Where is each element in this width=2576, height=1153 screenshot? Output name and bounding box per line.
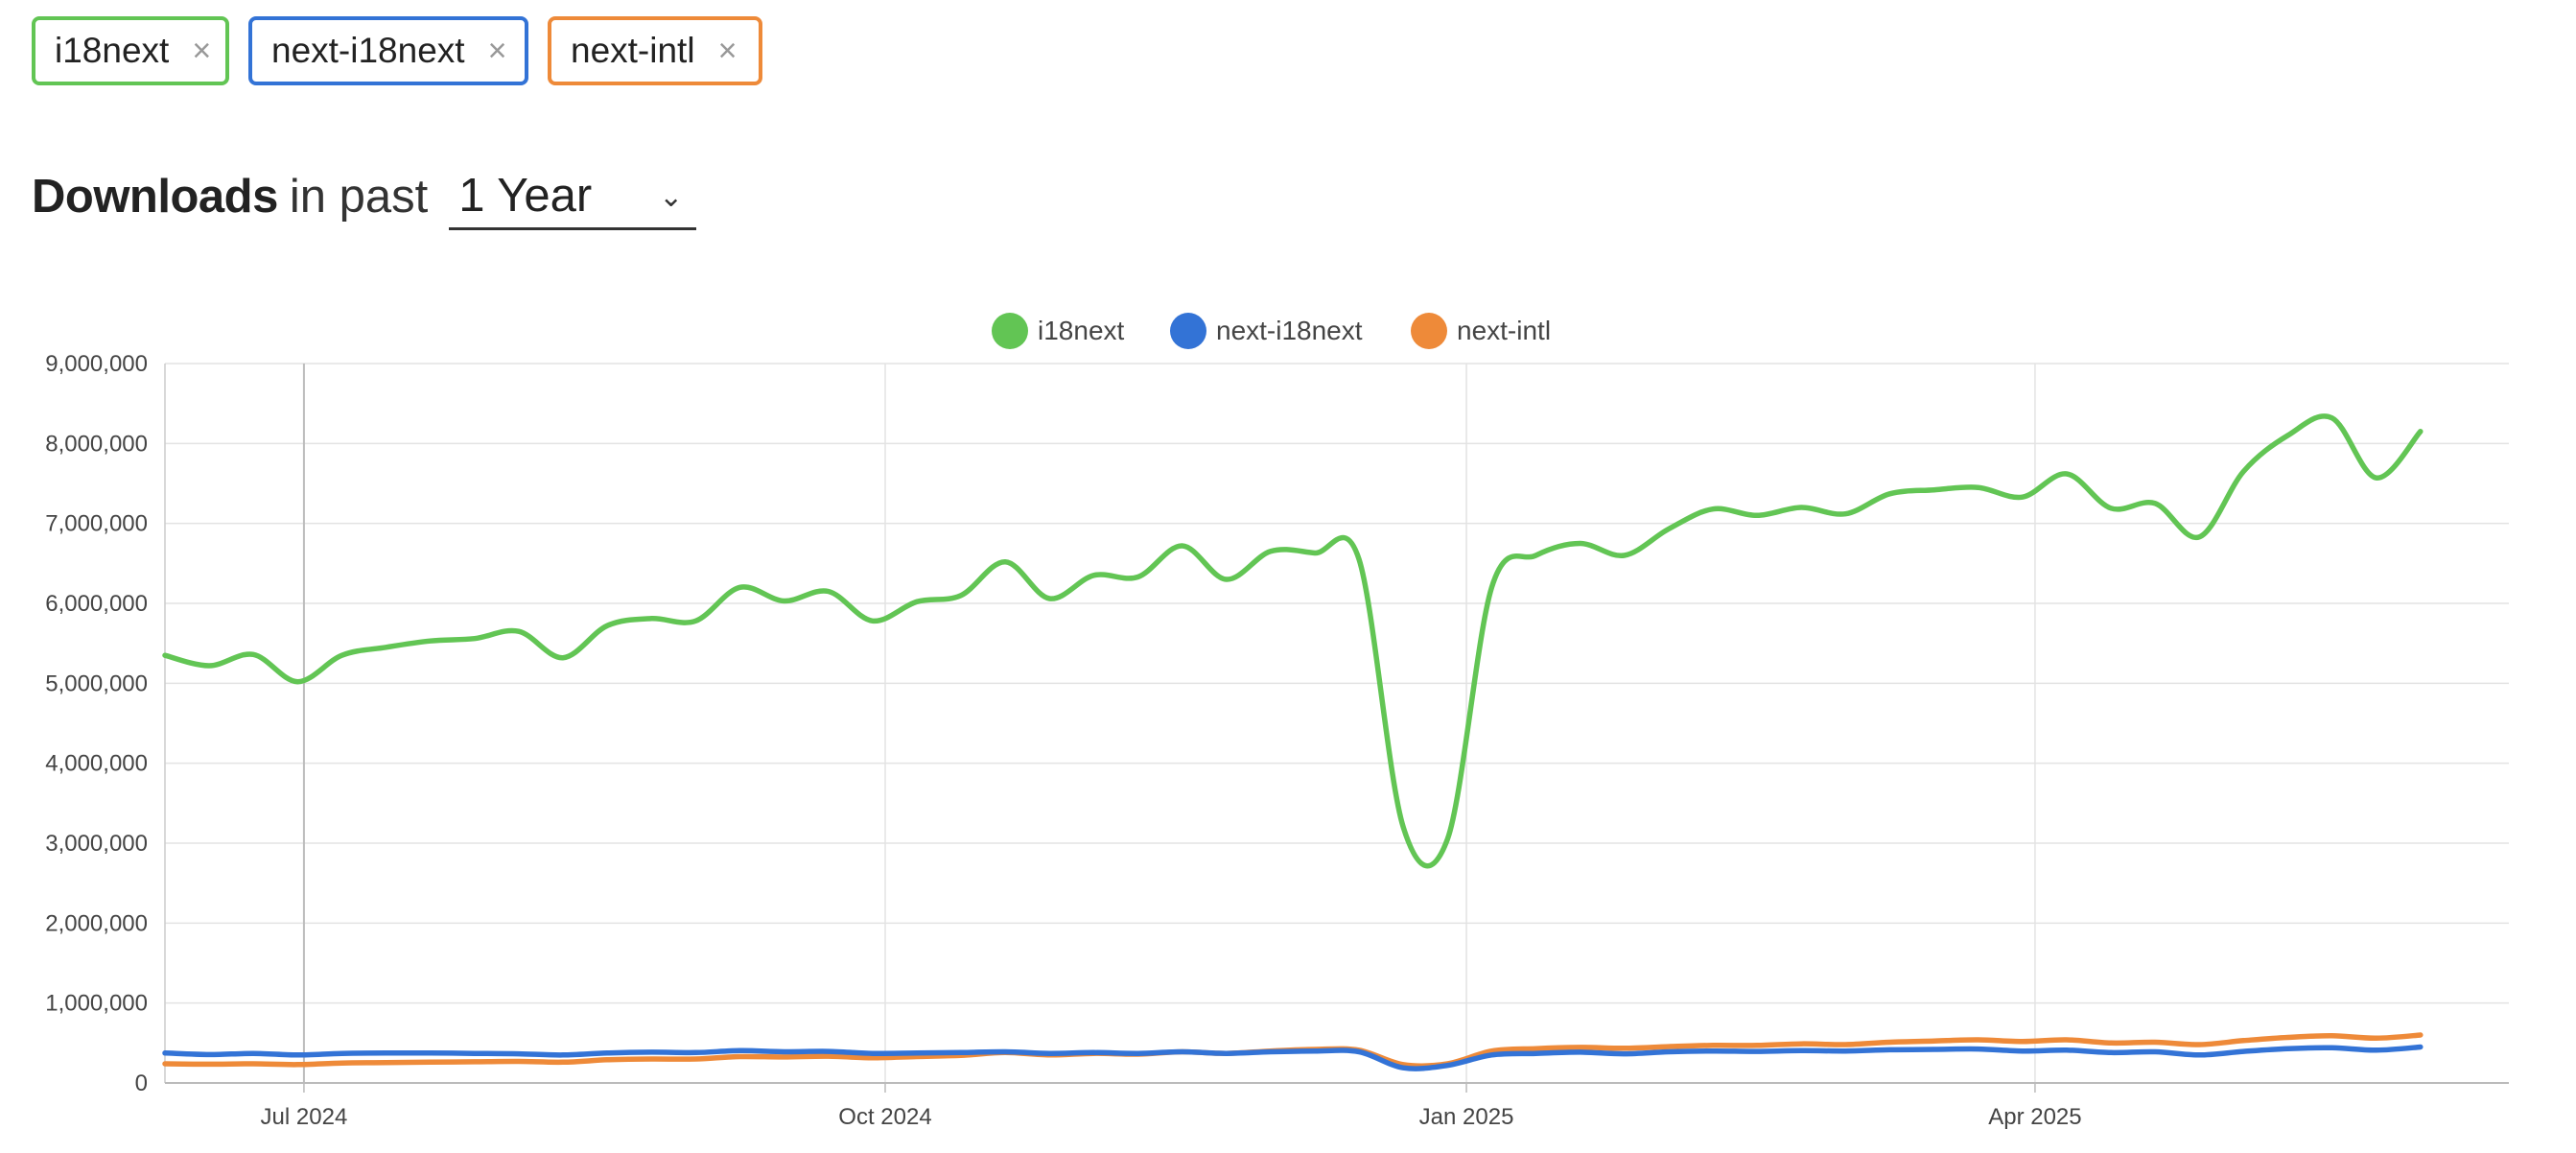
y-tick-label: 1,000,000 (45, 991, 148, 1017)
legend-item-i18next[interactable]: i18next (992, 313, 1125, 349)
close-icon[interactable]: × (487, 33, 507, 69)
chevron-down-icon: ⌄ (659, 181, 684, 213)
series-line-next-i18next (162, 1044, 2424, 1071)
package-tag-label: next-i18next (271, 31, 465, 70)
close-icon[interactable]: × (192, 33, 212, 69)
x-tick-label: Jan 2025 (1419, 1104, 1514, 1130)
series-line-i18next (162, 413, 2424, 869)
legend-label: next-intl (1457, 316, 1551, 345)
legend-marker (1170, 313, 1206, 349)
package-tag-label: i18next (55, 31, 170, 70)
downloads-title: Downloads (32, 171, 278, 223)
y-tick-label: 2,000,000 (45, 910, 148, 936)
legend-marker (1411, 313, 1447, 349)
legend-item-next-intl[interactable]: next-intl (1411, 313, 1551, 349)
y-tick-label: 3,000,000 (45, 831, 148, 857)
package-tag-next-intl[interactable]: next-intl × (548, 16, 762, 85)
in-past-label: in past (289, 171, 429, 223)
legend-label: i18next (1038, 316, 1125, 345)
x-tick-label: Jul 2024 (261, 1104, 348, 1130)
period-select[interactable]: 1 Year ⌄ (449, 163, 697, 230)
package-tag-i18next[interactable]: i18next × (32, 16, 229, 85)
package-tag-label: next-intl (571, 31, 695, 70)
legend-label: next-i18next (1216, 316, 1363, 345)
downloads-header: Downloads in past 1 Year ⌄ (32, 161, 697, 232)
period-select-value: 1 Year (458, 169, 593, 222)
close-icon[interactable]: × (717, 33, 738, 69)
y-tick-label: 4,000,000 (45, 751, 148, 777)
y-tick-label: 9,000,000 (45, 351, 148, 377)
y-tick-label: 8,000,000 (45, 431, 148, 457)
legend-item-next-i18next[interactable]: next-i18next (1170, 313, 1363, 349)
legend-marker (992, 313, 1028, 349)
x-tick-label: Oct 2024 (838, 1104, 931, 1130)
y-tick-label: 6,000,000 (45, 591, 148, 617)
x-tick-label: Apr 2025 (1988, 1104, 2081, 1130)
y-tick-label: 7,000,000 (45, 511, 148, 537)
y-tick-label: 0 (135, 1071, 148, 1096)
package-tag-next-i18next[interactable]: next-i18next × (248, 16, 528, 85)
y-tick-label: 5,000,000 (45, 671, 148, 696)
